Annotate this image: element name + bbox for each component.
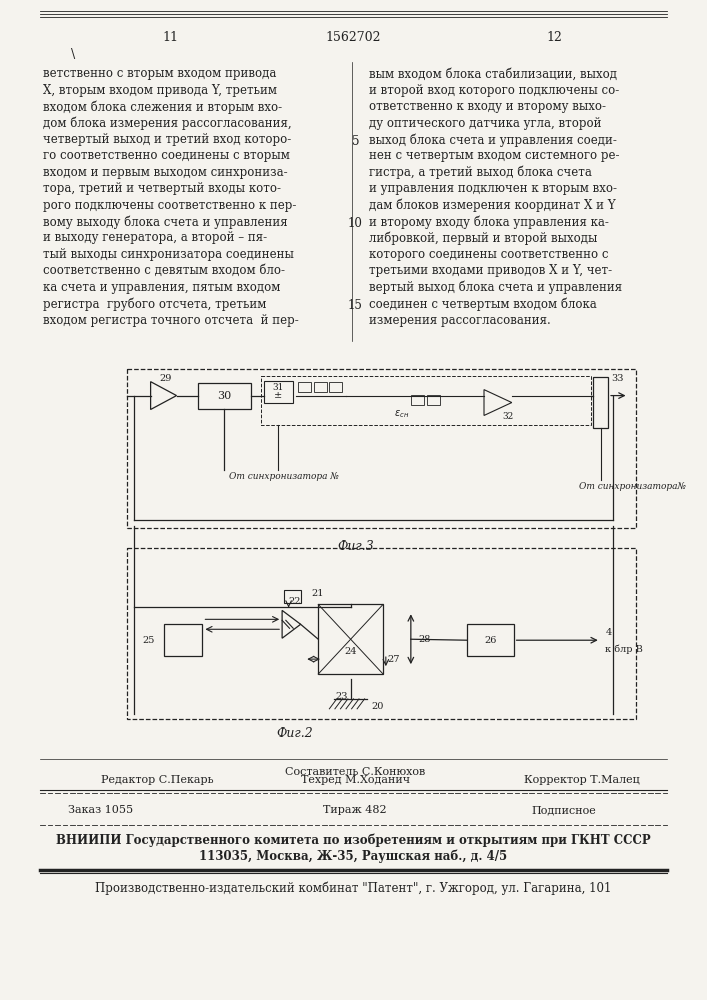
Text: ответственно к входу и второму выхо-: ответственно к входу и второму выхо- <box>369 100 606 113</box>
Text: дам блоков измерения координат X и Y: дам блоков измерения координат X и Y <box>369 199 616 212</box>
Text: 33: 33 <box>611 374 624 383</box>
Text: вертый выход блока счета и управления: вертый выход блока счета и управления <box>369 281 622 294</box>
Text: Фиг.3: Фиг.3 <box>337 540 374 553</box>
Text: тый выходы синхронизатора соединены: тый выходы синхронизатора соединены <box>43 248 294 261</box>
Bar <box>329 382 342 392</box>
Text: 32: 32 <box>503 412 514 421</box>
Text: 22: 22 <box>289 597 301 606</box>
Text: и управления подключен к вторым вхо-: и управления подключен к вторым вхо- <box>369 182 617 195</box>
Text: четвертый выход и третий вход которо-: четвертый выход и третий вход которо- <box>43 133 291 146</box>
Text: ±: ± <box>274 391 283 400</box>
Text: 15: 15 <box>348 299 363 312</box>
Text: 30: 30 <box>217 391 231 401</box>
Text: гистра, а третий выход блока счета: гистра, а третий выход блока счета <box>369 166 592 179</box>
Text: соединен с четвертым входом блока: соединен с четвертым входом блока <box>369 297 597 311</box>
Text: 25: 25 <box>142 636 154 645</box>
Text: 1562702: 1562702 <box>326 31 381 44</box>
Bar <box>264 381 293 403</box>
Text: вому выходу блока счета и управления: вому выходу блока счета и управления <box>43 215 288 229</box>
Text: ветственно с вторым входом привода: ветственно с вторым входом привода <box>43 67 276 80</box>
Text: тора, третий и четвертый входы кото-: тора, третий и четвертый входы кото- <box>43 182 281 195</box>
Text: 27: 27 <box>387 655 400 664</box>
Text: 5: 5 <box>351 135 359 148</box>
Text: Редактор С.Пекарь: Редактор С.Пекарь <box>100 775 214 785</box>
Text: вым входом блока стабилизации, выход: вым входом блока стабилизации, выход <box>369 67 617 80</box>
Text: Тираж 482: Тираж 482 <box>324 805 387 815</box>
Text: и второму входу блока управления ка-: и второму входу блока управления ка- <box>369 215 609 229</box>
Text: Корректор Т.Малец: Корректор Т.Малец <box>525 775 640 785</box>
Text: $\mathit{\varepsilon_{сн}}$: $\mathit{\varepsilon_{сн}}$ <box>394 409 409 420</box>
Bar <box>127 548 636 719</box>
Text: 10: 10 <box>348 217 363 230</box>
Text: Подписное: Подписное <box>531 805 596 815</box>
Text: ка счета и управления, пятым входом: ка счета и управления, пятым входом <box>43 281 281 294</box>
Text: X, вторым входом привода Y, третьим: X, вторым входом привода Y, третьим <box>43 84 277 97</box>
Text: ВНИИПИ Государственного комитета по изобретениям и открытиям при ГКНТ СССР: ВНИИПИ Государственного комитета по изоб… <box>56 833 650 847</box>
Text: и второй вход которого подключены со-: и второй вход которого подключены со- <box>369 84 619 97</box>
Bar <box>163 624 202 656</box>
Bar <box>284 589 300 603</box>
Bar <box>298 382 311 392</box>
Text: дом блока измерения рассогласования,: дом блока измерения рассогласования, <box>43 117 292 130</box>
Text: регистра  грубого отсчета, третьим: регистра грубого отсчета, третьим <box>43 297 267 311</box>
Text: го соответственно соединены с вторым: го соответственно соединены с вторым <box>43 149 290 162</box>
Text: 29: 29 <box>159 374 172 383</box>
Text: Фиг.2: Фиг.2 <box>276 727 313 740</box>
Text: соответственно с девятым входом бло-: соответственно с девятым входом бло- <box>43 264 285 277</box>
Text: выход блока счета и управления соеди-: выход блока счета и управления соеди- <box>369 133 617 147</box>
Text: \: \ <box>71 48 75 61</box>
Text: третьими входами приводов X и Y, чет-: третьими входами приводов X и Y, чет- <box>369 264 612 277</box>
Text: Заказ 1055: Заказ 1055 <box>68 805 134 815</box>
Text: От синхронизатора№: От синхронизатора№ <box>580 482 686 491</box>
Text: 21: 21 <box>312 589 325 598</box>
Text: входом регистра точного отсчета  й пер-: входом регистра точного отсчета й пер- <box>43 314 299 327</box>
Bar <box>318 604 383 674</box>
Text: 26: 26 <box>484 636 497 645</box>
Text: 113035, Москва, Ж-35, Раушская наб., д. 4/5: 113035, Москва, Ж-35, Раушская наб., д. … <box>199 849 508 863</box>
Bar <box>467 624 514 656</box>
Text: либровкой, первый и второй выходы: либровкой, первый и второй выходы <box>369 232 597 245</box>
Text: входом блока слежения и вторым вхо-: входом блока слежения и вторым вхо- <box>43 100 282 114</box>
Text: ду оптического датчика угла, второй: ду оптического датчика угла, второй <box>369 117 602 130</box>
Text: к блр В: к блр В <box>605 644 643 654</box>
Text: Составитель С.Конюхов: Составитель С.Конюхов <box>285 767 426 777</box>
Text: и выходу генератора, а второй – пя-: и выходу генератора, а второй – пя- <box>43 232 267 244</box>
Text: которого соединены соответственно с: которого соединены соответственно с <box>369 248 609 261</box>
Bar <box>198 383 250 409</box>
Text: нен с четвертым входом системного ре-: нен с четвертым входом системного ре- <box>369 149 619 162</box>
Text: Техред М.Ходанич: Техред М.Ходанич <box>300 775 410 785</box>
Bar <box>127 369 636 528</box>
Bar <box>411 395 423 405</box>
Text: 12: 12 <box>547 31 562 44</box>
Text: 11: 11 <box>162 31 178 44</box>
Bar <box>261 376 592 425</box>
Bar <box>426 395 440 405</box>
Bar <box>593 377 608 428</box>
Bar <box>314 382 327 392</box>
Text: 20: 20 <box>371 702 383 711</box>
Text: 28: 28 <box>419 635 431 644</box>
Text: рого подключены соответственно к пер-: рого подключены соответственно к пер- <box>43 199 296 212</box>
Text: Производственно-издательский комбинат "Патент", г. Ужгород, ул. Гагарина, 101: Производственно-издательский комбинат "П… <box>95 881 612 895</box>
Text: измерения рассогласования.: измерения рассогласования. <box>369 314 551 327</box>
Text: входом и первым выходом синхрониза-: входом и первым выходом синхрониза- <box>43 166 288 179</box>
Text: 24: 24 <box>344 647 357 656</box>
Text: 23: 23 <box>335 692 348 701</box>
Text: 4: 4 <box>605 628 612 637</box>
Text: От синхронизатора №: От синхронизатора № <box>229 472 339 481</box>
Text: 31: 31 <box>273 383 284 392</box>
